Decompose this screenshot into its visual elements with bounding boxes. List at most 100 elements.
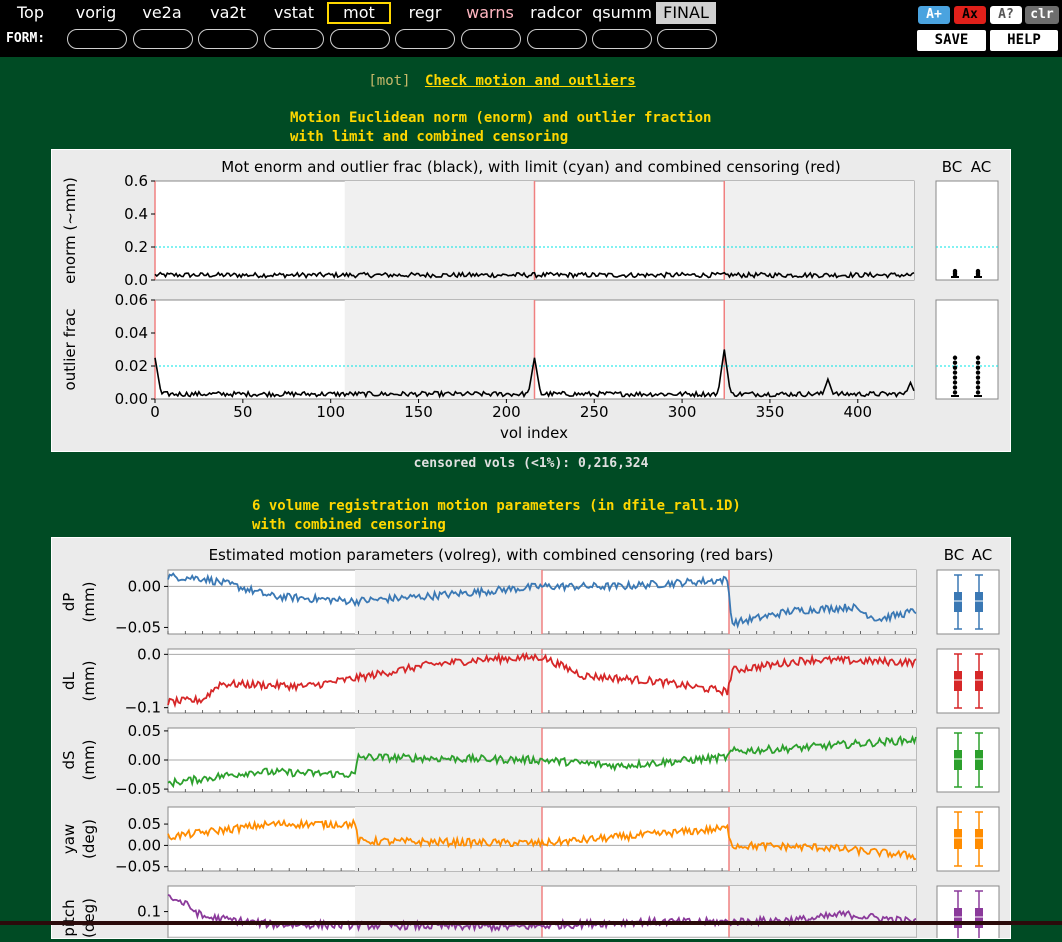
form-field-mot[interactable] bbox=[395, 29, 455, 49]
form-field-va2t[interactable] bbox=[264, 29, 324, 49]
chart1-xtick-label: 100 bbox=[316, 403, 345, 421]
clear-button[interactable]: clr bbox=[1025, 6, 1059, 24]
chart1-title: Mot enorm and outlier frac (black), with… bbox=[221, 158, 841, 176]
chart2-boxplot-dS-bc bbox=[953, 732, 963, 788]
nav-top[interactable]: Top bbox=[17, 3, 44, 22]
chart1-boxplot-bc bbox=[951, 355, 959, 397]
chart2-ylabel-unit: (mm) bbox=[80, 582, 98, 623]
chart1-boxplot-bc bbox=[951, 268, 959, 278]
form-field-vorig[interactable] bbox=[133, 29, 193, 49]
block2-heading-line1: 6 volume registration motion parameters … bbox=[252, 498, 741, 514]
chart1-xtick-label: 50 bbox=[233, 403, 252, 421]
box-body bbox=[954, 592, 962, 612]
censored-vols-text: censored vols (<1%): 0,216,324 bbox=[413, 456, 649, 471]
chart2-ylabel-unit: (deg) bbox=[80, 898, 98, 938]
chart1-bc-label: BC bbox=[942, 158, 963, 176]
chart1-ytick-label: 0.04 bbox=[115, 324, 148, 342]
nav-vstat[interactable]: vstat bbox=[273, 3, 315, 22]
motion-params-chart-panel: Estimated motion parameters (volreg), wi… bbox=[51, 537, 1011, 942]
block2-heading-line2: with combined censoring bbox=[252, 517, 446, 533]
box-body bbox=[954, 908, 962, 928]
box-outlier bbox=[975, 268, 981, 274]
chart2-ac-label: AC bbox=[972, 546, 992, 564]
chart2-bc-label: BC bbox=[944, 546, 965, 564]
chart1-shaded-range bbox=[344, 300, 535, 399]
box-outlier bbox=[952, 380, 958, 385]
nav-ve2a[interactable]: ve2a bbox=[142, 3, 182, 22]
box-outlier bbox=[975, 375, 981, 380]
nav-warns[interactable]: warns bbox=[466, 3, 514, 22]
chart2-ylabel-name: dS bbox=[60, 750, 78, 769]
chart1-ytick-label: 0.0 bbox=[124, 271, 148, 289]
chart1-series-line bbox=[154, 349, 915, 399]
chart1-xtick-label: 250 bbox=[580, 403, 609, 421]
chart1-shaded-range bbox=[724, 181, 914, 280]
chart1-ytick-label: 0.4 bbox=[124, 205, 148, 223]
font-help-button[interactable]: A? bbox=[990, 6, 1022, 24]
box-outlier bbox=[975, 370, 981, 375]
chart2-ytick-label: −0.1 bbox=[125, 699, 161, 717]
form-field-top[interactable] bbox=[67, 29, 127, 49]
chart2-ytick-label: 0.00 bbox=[128, 751, 161, 769]
chart2-ylabel-name: yaw bbox=[60, 824, 78, 854]
chart2-boxplot-area bbox=[936, 569, 1000, 635]
font-increase-button[interactable]: A+ bbox=[918, 6, 950, 24]
bottom-edge bbox=[0, 921, 1062, 925]
chart1-shaded-range bbox=[344, 181, 535, 280]
chart2-ytick-label: −0.05 bbox=[115, 780, 161, 798]
chart1-boxplot-ac bbox=[974, 355, 982, 397]
chart2-ytick-label: 0.05 bbox=[128, 722, 161, 740]
box-body bbox=[954, 671, 962, 691]
chart2-subplot-yaw: 0.05 0.00 −0.05 yaw (deg) bbox=[60, 806, 1000, 876]
chart2-ytick-label: 0.00 bbox=[128, 836, 161, 854]
box-outlier bbox=[975, 385, 981, 390]
chart1-ac-label: AC bbox=[971, 158, 991, 176]
box-outlier bbox=[952, 360, 958, 365]
nav-radcor[interactable]: radcor bbox=[530, 3, 582, 22]
chart1-ytick-label: 0.02 bbox=[115, 357, 148, 375]
nav-mot[interactable]: mot bbox=[327, 2, 391, 24]
help-button[interactable]: HELP bbox=[990, 30, 1058, 51]
chart1-boxplot-ac bbox=[974, 268, 982, 278]
enorm-outlier-chart-panel: Mot enorm and outlier frac (black), with… bbox=[51, 149, 1011, 452]
chart2-ylabel-name: dP bbox=[60, 593, 78, 612]
chart1-boxplot-area bbox=[935, 180, 999, 281]
chart2-shaded-range bbox=[729, 886, 916, 942]
chart2-ytick-label: 0.1 bbox=[137, 903, 161, 921]
chart2-ytick-label: 0.0 bbox=[137, 645, 161, 663]
form-field-regr[interactable] bbox=[461, 29, 521, 49]
box-outlier bbox=[952, 385, 958, 390]
chart2-boxplot-area bbox=[936, 648, 1000, 714]
nav-qsumm[interactable]: qsumm bbox=[592, 3, 652, 22]
chart2-boxplot-area bbox=[936, 806, 1000, 872]
nav-va2t[interactable]: va2t bbox=[210, 3, 246, 22]
chart1-ytick-label: 0.06 bbox=[115, 291, 148, 309]
form-field-vstat[interactable] bbox=[330, 29, 390, 49]
chart2-series-dL bbox=[167, 651, 917, 709]
box-outlier bbox=[952, 355, 958, 360]
font-reset-button[interactable]: Ax bbox=[954, 6, 986, 24]
chart1-xtick-label: 400 bbox=[843, 403, 872, 421]
chart1-subplot-1: 0.00 0.02 0.04 0.06 outlier frac bbox=[61, 291, 999, 408]
form-field-qsumm[interactable] bbox=[657, 29, 717, 49]
chart2-boxplot-dL-ac bbox=[974, 653, 984, 709]
form-field-ve2a[interactable] bbox=[198, 29, 258, 49]
chart1-xtick-label: 150 bbox=[404, 403, 433, 421]
form-field-warns[interactable] bbox=[527, 29, 587, 49]
box-body bbox=[975, 908, 983, 928]
chart2-shaded-range bbox=[729, 649, 916, 713]
nav-regr[interactable]: regr bbox=[408, 3, 442, 22]
box-body bbox=[975, 592, 983, 612]
chart2-boxplot-area bbox=[936, 885, 1000, 942]
chart2-shaded-range bbox=[355, 649, 542, 713]
section-title[interactable]: Check motion and outliers bbox=[424, 73, 636, 89]
chart2-boxplot-dP-bc bbox=[953, 574, 963, 630]
chart1-xtick-label: 300 bbox=[668, 403, 697, 421]
chart2-series-dP bbox=[167, 572, 917, 630]
save-button[interactable]: SAVE bbox=[917, 30, 986, 51]
chart2-title: Estimated motion parameters (volreg), wi… bbox=[209, 546, 774, 564]
nav-final[interactable]: FINAL bbox=[656, 2, 716, 24]
nav-vorig[interactable]: vorig bbox=[75, 3, 117, 22]
form-field-radcor[interactable] bbox=[592, 29, 652, 49]
box-outlier bbox=[975, 355, 981, 360]
